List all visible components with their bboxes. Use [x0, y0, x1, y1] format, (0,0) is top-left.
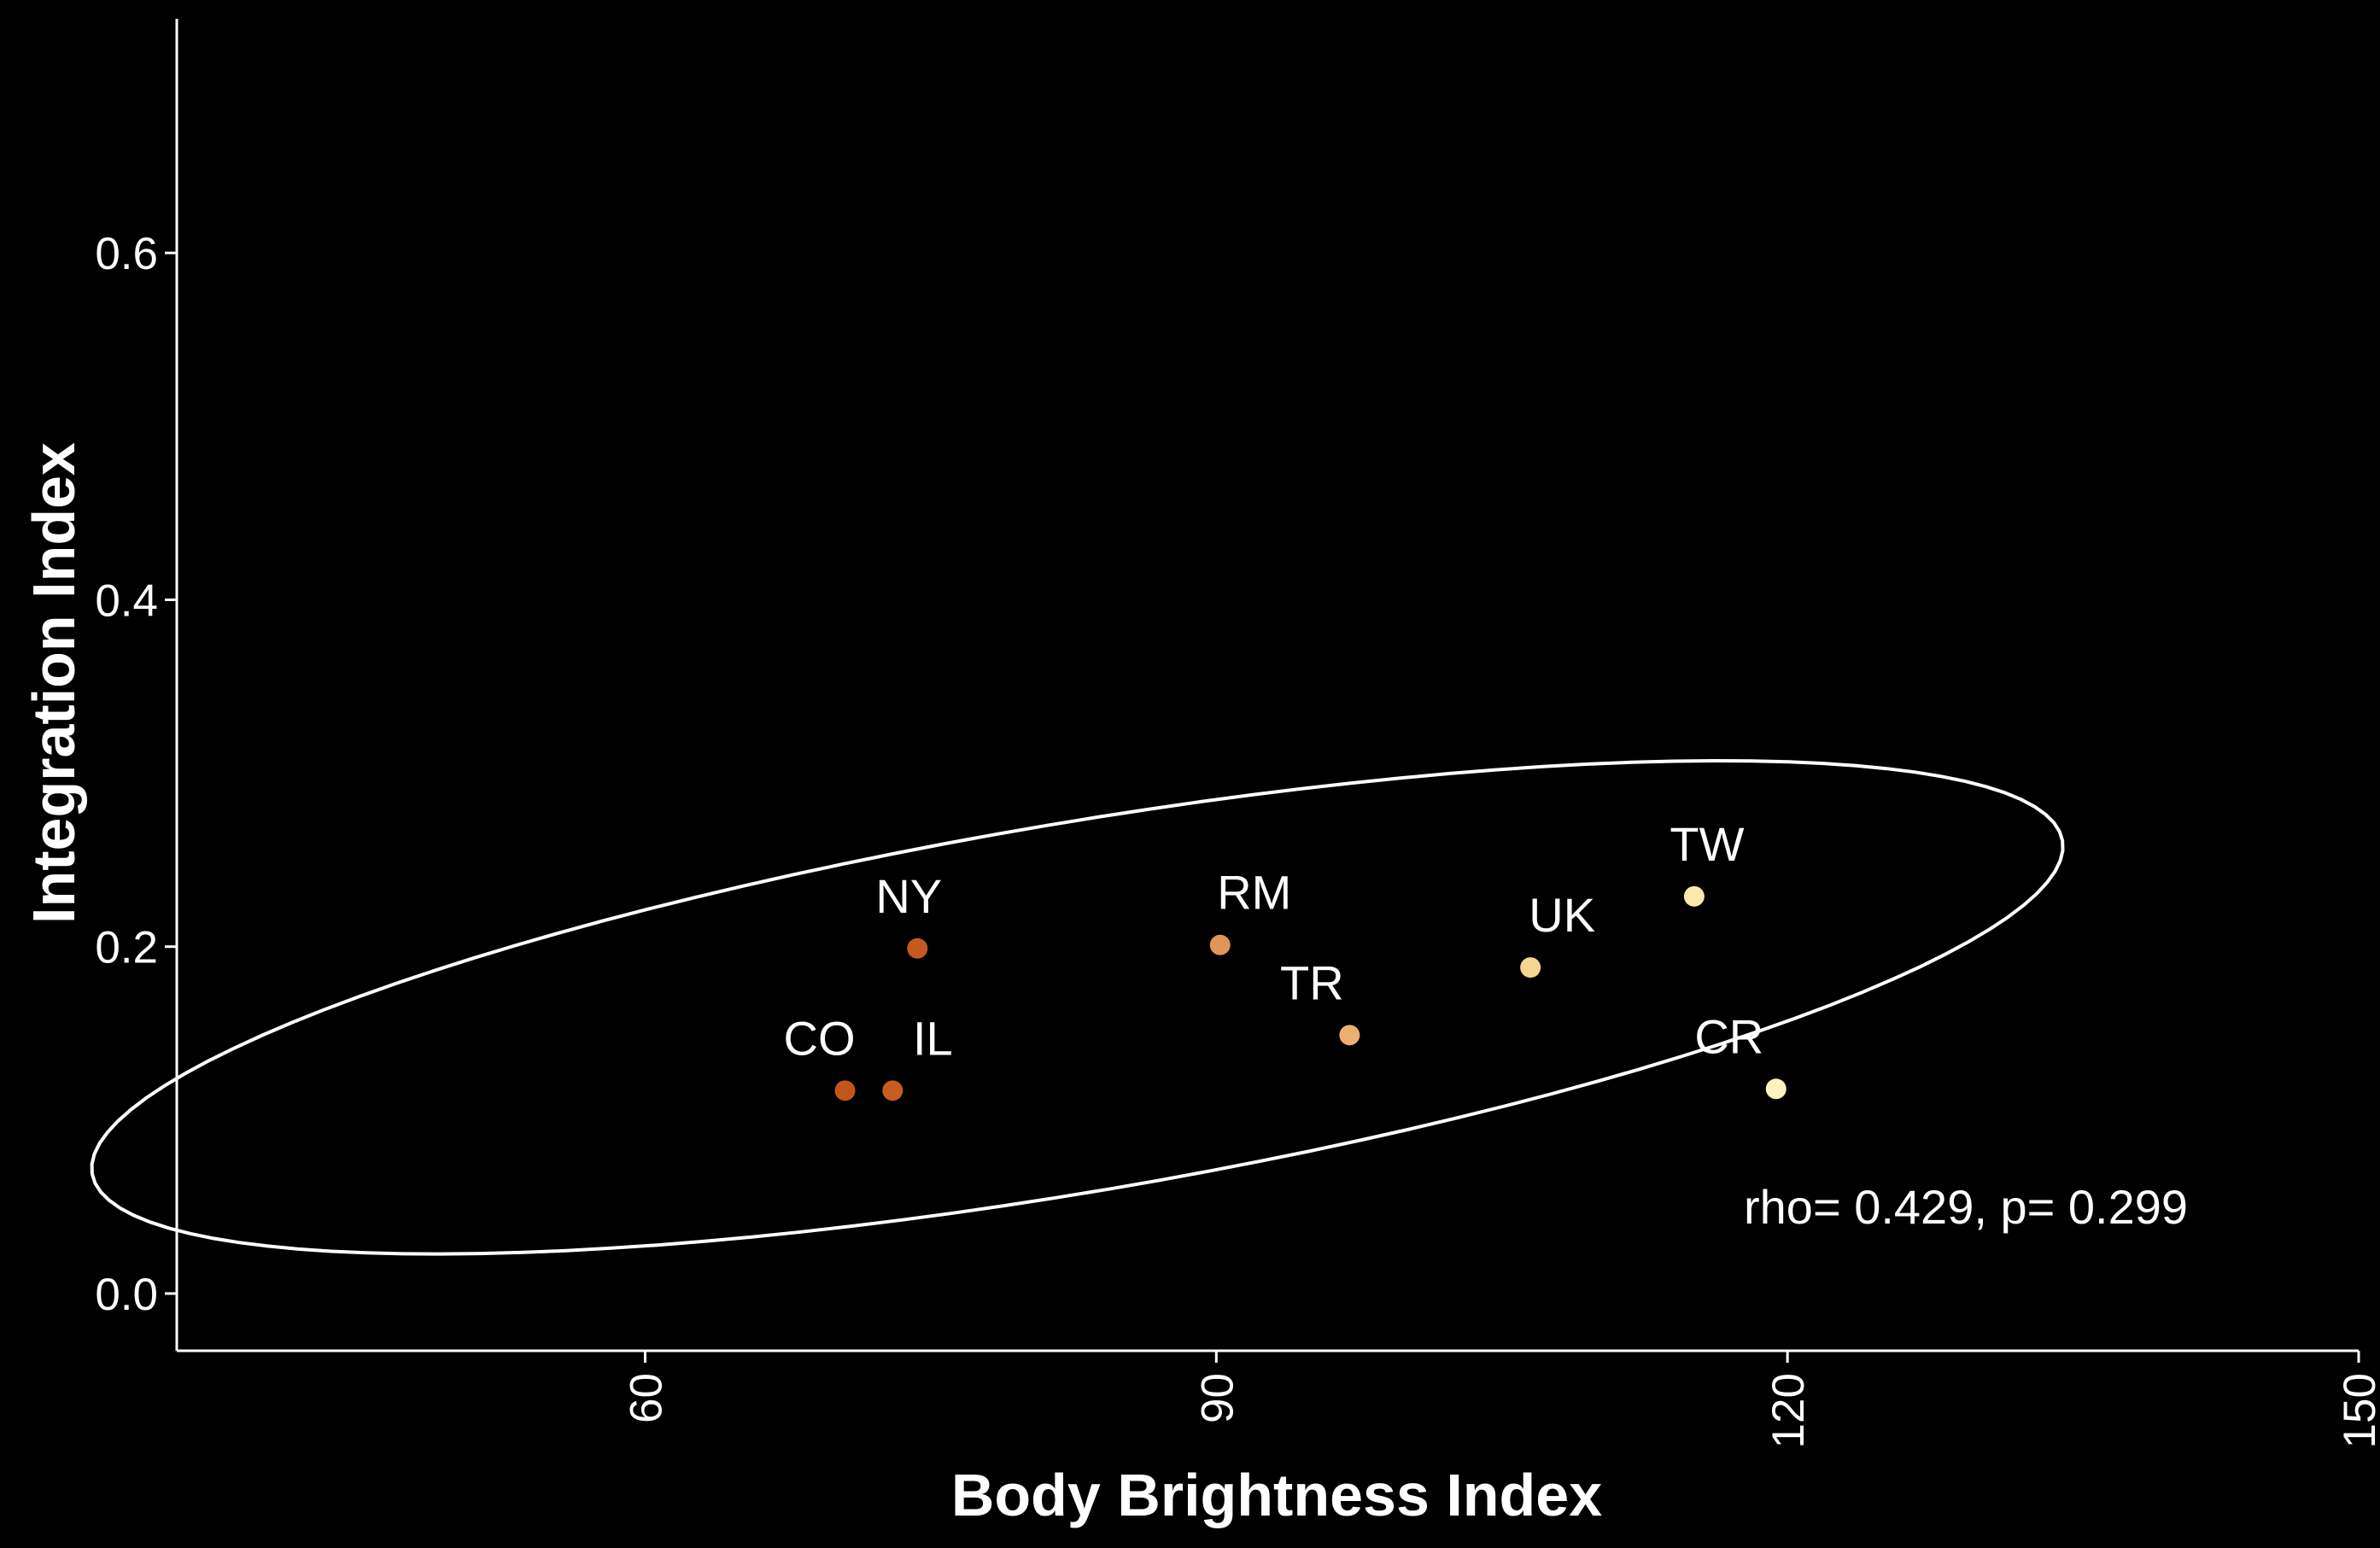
- x-tick-label: 120: [1763, 1373, 1814, 1448]
- point-labels: CO IL NY RM TR UK TW CR: [784, 817, 1764, 1066]
- data-point-tr: [1339, 1025, 1360, 1046]
- x-tick-label: 150: [2335, 1373, 2380, 1448]
- point-label-ny: NY: [875, 869, 942, 923]
- x-tick-label: 60: [621, 1373, 671, 1423]
- data-point-ny: [907, 938, 928, 959]
- data-point-rm: [1209, 934, 1231, 955]
- y-tick-label: 0.4: [95, 575, 158, 626]
- y-axis-title: Integration Index: [20, 442, 87, 924]
- data-point-uk: [1520, 957, 1541, 978]
- point-label-cr: CR: [1694, 1009, 1763, 1063]
- correlation-annotation: rho= 0.429, p= 0.299: [1744, 1180, 2188, 1234]
- data-points: [834, 885, 1786, 1101]
- x-tick-label: 90: [1192, 1373, 1243, 1423]
- data-point-tw: [1683, 885, 1705, 907]
- x-axis-title: Body Brightness Index: [951, 1462, 1602, 1528]
- data-point-co: [834, 1080, 856, 1101]
- point-label-co: CO: [784, 1011, 856, 1065]
- point-label-rm: RM: [1217, 866, 1291, 920]
- data-point-il: [882, 1080, 903, 1101]
- y-tick-label: 0.2: [95, 923, 158, 973]
- point-label-tr: TR: [1280, 955, 1344, 1009]
- ticks: 0.0 0.2 0.4 0.6 60 90 120 150: [95, 229, 2380, 1448]
- axes: [175, 19, 2359, 1352]
- data-point-cr: [1765, 1078, 1786, 1100]
- y-tick-label: 0.6: [95, 229, 158, 279]
- point-label-il: IL: [913, 1011, 953, 1065]
- point-label-uk: UK: [1529, 888, 1595, 942]
- confidence-ellipse: [90, 758, 2065, 1256]
- point-label-tw: TW: [1670, 817, 1744, 871]
- y-tick-label: 0.0: [95, 1270, 158, 1320]
